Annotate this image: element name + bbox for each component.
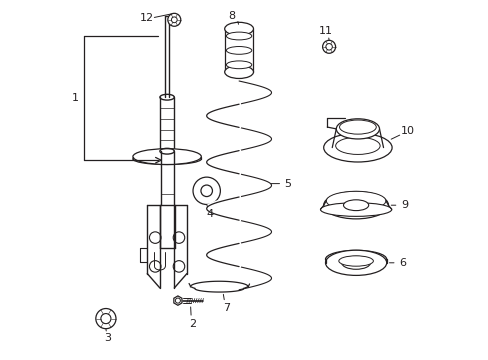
- Circle shape: [167, 13, 181, 26]
- Ellipse shape: [133, 153, 201, 165]
- Ellipse shape: [320, 203, 391, 216]
- Text: 10: 10: [401, 126, 414, 136]
- Ellipse shape: [339, 120, 375, 134]
- Ellipse shape: [133, 149, 201, 165]
- Ellipse shape: [338, 256, 373, 266]
- Ellipse shape: [325, 250, 386, 275]
- Text: 5: 5: [284, 179, 291, 189]
- Text: 2: 2: [188, 319, 196, 329]
- Ellipse shape: [335, 137, 379, 154]
- Circle shape: [322, 40, 335, 53]
- Ellipse shape: [341, 256, 370, 269]
- Ellipse shape: [323, 192, 387, 219]
- Ellipse shape: [343, 200, 368, 211]
- Ellipse shape: [323, 133, 391, 162]
- Ellipse shape: [336, 119, 379, 139]
- Text: 4: 4: [206, 209, 213, 219]
- Text: 9: 9: [400, 200, 407, 210]
- Text: 7: 7: [223, 303, 229, 313]
- Ellipse shape: [226, 46, 251, 54]
- Text: 3: 3: [104, 333, 111, 343]
- Ellipse shape: [325, 191, 385, 211]
- Ellipse shape: [224, 22, 253, 35]
- Polygon shape: [174, 296, 182, 305]
- Circle shape: [193, 177, 220, 204]
- Ellipse shape: [325, 251, 386, 268]
- Ellipse shape: [226, 32, 251, 40]
- Text: 8: 8: [228, 11, 235, 21]
- Text: 6: 6: [399, 258, 406, 268]
- Text: 12: 12: [140, 13, 154, 23]
- Text: 1: 1: [72, 93, 79, 103]
- Ellipse shape: [224, 66, 253, 78]
- Text: 11: 11: [318, 26, 332, 36]
- Ellipse shape: [226, 61, 251, 69]
- Circle shape: [96, 309, 116, 329]
